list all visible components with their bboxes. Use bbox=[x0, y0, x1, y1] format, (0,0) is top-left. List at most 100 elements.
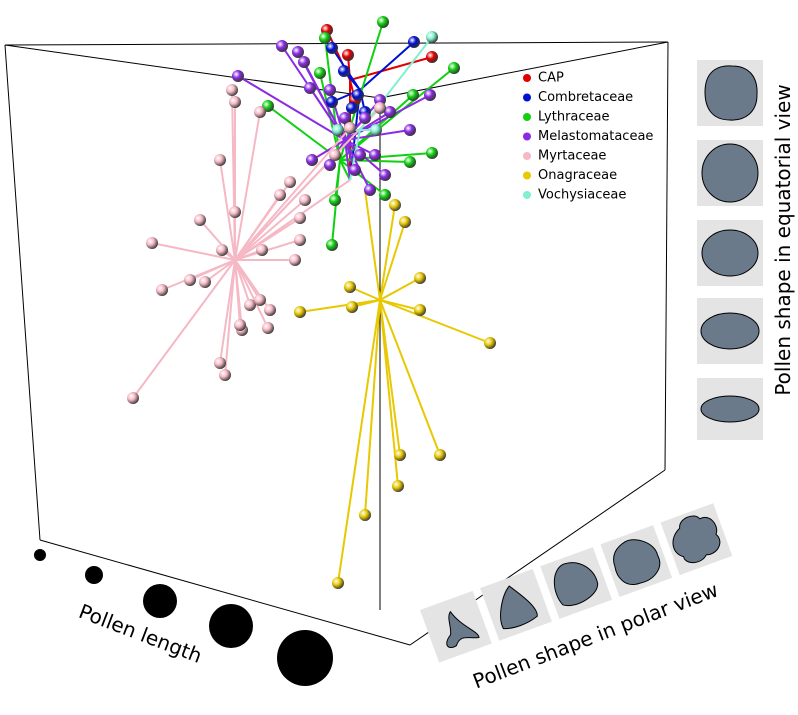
taxon-sphere bbox=[127, 392, 139, 404]
branch bbox=[339, 67, 455, 161]
taxon-sphere bbox=[254, 294, 266, 306]
taxon-sphere bbox=[329, 194, 341, 206]
taxon-sphere bbox=[219, 369, 231, 381]
taxon-sphere bbox=[414, 304, 426, 316]
branch bbox=[234, 259, 251, 306]
taxon-sphere bbox=[344, 281, 356, 293]
taxon-sphere bbox=[284, 176, 296, 188]
legend-label: Onagraceae bbox=[538, 168, 617, 183]
taxon-sphere bbox=[229, 96, 241, 108]
taxon-sphere bbox=[244, 299, 256, 311]
taxon-sphere bbox=[384, 106, 396, 118]
taxon-sphere bbox=[379, 169, 391, 181]
taxon-sphere bbox=[294, 234, 306, 246]
taxon-sphere bbox=[332, 124, 344, 136]
taxon-sphere bbox=[408, 36, 420, 48]
taxon-sphere bbox=[326, 42, 338, 54]
branch bbox=[189, 259, 236, 281]
legend-label: Lythraceae bbox=[538, 110, 610, 125]
branch bbox=[364, 189, 381, 301]
taxon-sphere bbox=[370, 124, 382, 136]
taxon-sphere bbox=[194, 214, 206, 226]
legend-marker bbox=[523, 113, 531, 121]
taxon-sphere bbox=[294, 212, 306, 224]
branch bbox=[234, 217, 301, 261]
legend-label: Melastomataceae bbox=[538, 129, 653, 144]
branch bbox=[379, 299, 441, 456]
taxon-sphere bbox=[292, 46, 304, 58]
branch bbox=[349, 56, 433, 81]
branch bbox=[359, 41, 415, 91]
taxon-sphere bbox=[364, 184, 376, 196]
length-circles bbox=[34, 549, 333, 686]
branch bbox=[132, 259, 236, 399]
legend-marker bbox=[523, 93, 531, 102]
taxon-sphere bbox=[379, 189, 391, 201]
taxon-sphere bbox=[326, 239, 338, 251]
taxon-sphere bbox=[389, 199, 401, 211]
legend: CAP Combretaceae Lythraceae Melastomataceae… bbox=[523, 71, 653, 203]
taxon-sphere bbox=[342, 49, 354, 61]
branch bbox=[204, 259, 236, 283]
taxon-sphere bbox=[426, 51, 438, 63]
taxon-sphere bbox=[399, 216, 411, 228]
taxon-sphere bbox=[146, 237, 158, 249]
branch bbox=[234, 111, 261, 261]
legend-label: Myrtaceae bbox=[538, 149, 606, 164]
taxon-sphere bbox=[338, 65, 350, 77]
length-label: Pollen length bbox=[76, 599, 206, 668]
branch bbox=[219, 259, 236, 364]
legend-marker bbox=[523, 74, 531, 82]
taxon-sphere bbox=[354, 149, 366, 161]
branch bbox=[379, 277, 421, 301]
equatorial-label: Pollen shape in equatorial view bbox=[771, 84, 795, 395]
taxon-sphere bbox=[484, 337, 496, 349]
taxon-sphere bbox=[294, 306, 306, 318]
taxon-sphere bbox=[319, 32, 331, 44]
branch bbox=[199, 219, 236, 261]
taxon-sphere bbox=[349, 164, 361, 176]
equatorial-shapes bbox=[697, 60, 763, 440]
taxon-sphere bbox=[346, 102, 358, 114]
taxon-sphere bbox=[229, 206, 241, 218]
taxon-sphere bbox=[306, 154, 318, 166]
taxon-sphere bbox=[199, 276, 211, 288]
taxon-sphere bbox=[226, 84, 238, 96]
taxon-sphere bbox=[234, 319, 246, 331]
branch bbox=[234, 154, 336, 261]
taxon-sphere bbox=[339, 112, 351, 124]
branch bbox=[339, 159, 386, 196]
taxon-sphere bbox=[326, 96, 338, 108]
taxon-sphere bbox=[332, 577, 344, 589]
taxon-sphere bbox=[324, 159, 336, 171]
taxon-sphere bbox=[299, 194, 311, 206]
taxon-sphere bbox=[156, 284, 168, 296]
branch bbox=[219, 159, 236, 261]
taxon-sphere bbox=[369, 149, 381, 161]
taxon-sphere bbox=[346, 301, 358, 313]
taxon-sphere bbox=[359, 112, 371, 124]
branch bbox=[364, 299, 381, 516]
branch bbox=[234, 259, 241, 326]
taxon-sphere bbox=[374, 102, 386, 114]
branch bbox=[234, 199, 306, 261]
branch bbox=[237, 75, 346, 141]
polar-shapes bbox=[420, 503, 733, 663]
branch bbox=[379, 221, 406, 301]
branch bbox=[359, 36, 433, 131]
branch bbox=[339, 159, 351, 181]
taxon-sphere bbox=[394, 449, 406, 461]
branch bbox=[379, 299, 491, 344]
taxon-sphere bbox=[264, 304, 276, 316]
taxon-sphere bbox=[256, 244, 268, 256]
taxon-sphere bbox=[276, 40, 288, 52]
phylogeny bbox=[127, 16, 496, 589]
taxon-sphere bbox=[298, 56, 310, 68]
taxon-sphere bbox=[426, 147, 438, 159]
branch bbox=[379, 204, 396, 301]
branch bbox=[311, 139, 346, 161]
taxon-sphere bbox=[424, 89, 436, 101]
taxon-sphere bbox=[359, 509, 371, 521]
branch bbox=[344, 139, 351, 181]
